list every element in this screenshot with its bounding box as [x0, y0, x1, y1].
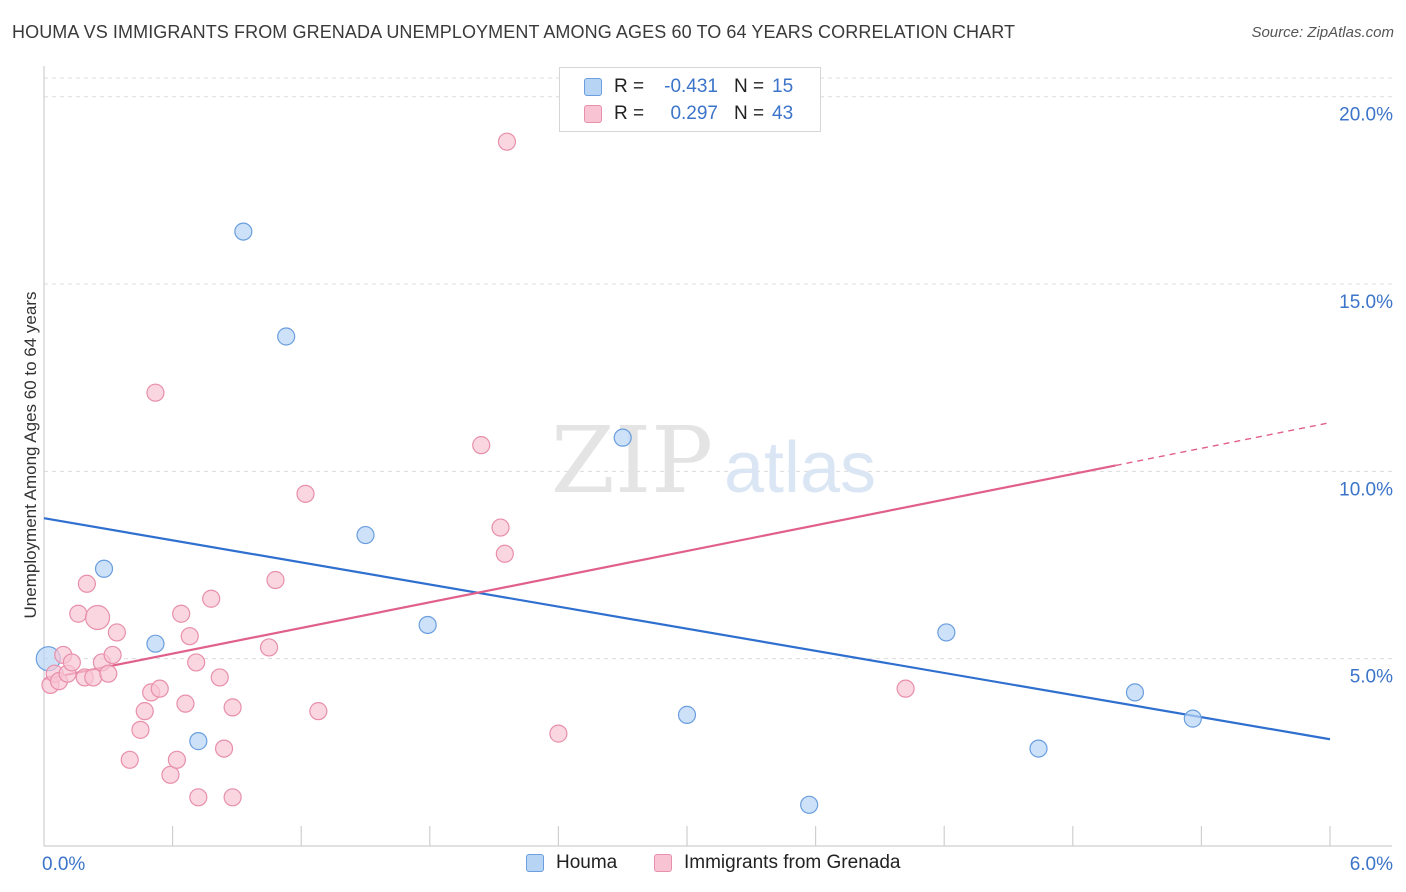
- grenada-point: [491, 518, 510, 537]
- houma-point: [1125, 683, 1145, 702]
- watermark: ZIP atlas: [551, 407, 876, 514]
- grenada-point: [296, 484, 315, 503]
- houma-point: [1183, 709, 1202, 728]
- grenada-point: [896, 679, 915, 698]
- grenada-point: [497, 132, 517, 151]
- n-label: N =: [734, 103, 765, 124]
- houma-point: [189, 732, 208, 751]
- grenada-point: [120, 750, 139, 769]
- grenada-point: [77, 574, 96, 593]
- grenada-point: [135, 702, 154, 721]
- grenada-point: [549, 724, 568, 743]
- n-label: N =: [734, 76, 765, 97]
- grenada-point: [266, 570, 285, 590]
- grenada-point: [223, 698, 242, 717]
- houma-trend-line: [43, 517, 1331, 741]
- y-tick-label: 5.0%: [1350, 667, 1393, 688]
- n-value: 43: [772, 103, 794, 124]
- grenada-point: [259, 638, 279, 657]
- houma-point: [613, 428, 632, 447]
- grenada-swatch: [654, 854, 672, 872]
- legend-row-grenada: R = 0.297 N = 43: [584, 100, 793, 128]
- watermark-atlas: atlas: [724, 428, 876, 508]
- legend-item-houma[interactable]: Houma: [526, 852, 617, 874]
- legend-item-grenada[interactable]: Immigrants from Grenada: [654, 852, 900, 874]
- x-tick-label: 0.0%: [42, 854, 85, 875]
- grenada-point: [176, 694, 195, 713]
- r-label: R =: [614, 103, 645, 124]
- grenada-point: [107, 623, 126, 642]
- houma-point: [800, 795, 819, 814]
- grenada-swatch: [584, 105, 602, 123]
- houma-point: [277, 327, 296, 346]
- grenada-point: [187, 653, 206, 672]
- grenada-trend-line: [43, 464, 1116, 681]
- grenada-point: [131, 720, 150, 739]
- houma-point: [677, 705, 697, 724]
- houma-point: [1029, 739, 1048, 758]
- r-value: -0.431: [664, 76, 718, 97]
- houma-point: [937, 623, 956, 642]
- houma-swatch: [526, 854, 544, 872]
- grenada-point: [103, 645, 122, 665]
- grenada-trend-extension: [1115, 421, 1331, 467]
- houma-point: [418, 615, 437, 635]
- source-label: Source: ZipAtlas.com: [1251, 24, 1394, 41]
- grenada-point: [84, 604, 111, 631]
- grenada-point: [210, 668, 229, 687]
- gridlines: [44, 77, 1392, 660]
- grenada-point: [202, 589, 221, 608]
- grenada-point: [62, 653, 81, 672]
- r-value: 0.297: [670, 103, 718, 124]
- correlation-legend: R = -0.431 N = 15 R = 0.297 N = 43: [559, 67, 821, 132]
- trend-lines: [43, 421, 1331, 741]
- grenada-point: [495, 544, 514, 563]
- grenada-point: [180, 627, 199, 646]
- grenada-point: [189, 788, 208, 807]
- grenada-point: [214, 739, 234, 758]
- grenada-point: [84, 668, 103, 687]
- watermark-zip: ZIP: [551, 407, 713, 514]
- y-tick-label: 15.0%: [1339, 292, 1393, 313]
- x-tick-label: 6.0%: [1350, 854, 1393, 875]
- grenada-point: [172, 604, 191, 623]
- legend-row-houma: R = -0.431 N = 15: [584, 73, 793, 101]
- axes: [43, 66, 1392, 847]
- x-tick-labels: 0.0% 6.0%: [42, 854, 1393, 875]
- series-legend: Houma Immigrants from Grenada: [0, 852, 1406, 878]
- grenada-point: [69, 604, 88, 623]
- houma-point: [234, 222, 253, 241]
- houma-swatch: [584, 78, 602, 96]
- grenada-point: [309, 702, 328, 721]
- chart-title: HOUMA VS IMMIGRANTS FROM GRENADA UNEMPLO…: [12, 22, 1016, 42]
- legend-label-houma: Houma: [556, 852, 618, 873]
- houma-point: [94, 559, 114, 578]
- grenada-point: [146, 383, 165, 402]
- r-label: R =: [614, 76, 645, 97]
- houma-point: [146, 634, 165, 653]
- grenada-point: [99, 664, 118, 683]
- y-tick-label: 20.0%: [1339, 105, 1393, 126]
- y-axis-label: Unemployment Among Ages 60 to 64 years: [21, 292, 40, 619]
- grenada-point: [472, 436, 491, 455]
- legend-label-grenada: Immigrants from Grenada: [684, 852, 901, 873]
- n-value: 15: [772, 76, 794, 97]
- data-points: [35, 132, 1202, 814]
- grenada-point: [167, 750, 186, 769]
- grenada-point: [161, 765, 180, 784]
- y-tick-labels: 5.0% 10.0% 15.0% 20.0%: [1339, 105, 1393, 688]
- y-tick-label: 10.0%: [1339, 479, 1393, 500]
- grenada-point: [150, 679, 169, 698]
- houma-point: [356, 525, 375, 545]
- grenada-point: [223, 788, 242, 807]
